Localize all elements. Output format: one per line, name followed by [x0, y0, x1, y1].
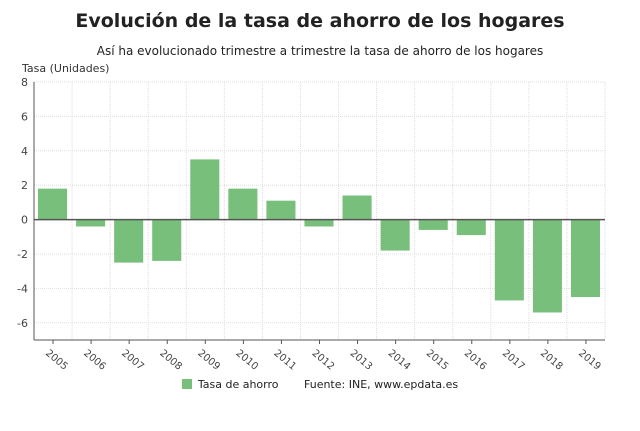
y-tick-label: 4: [21, 145, 28, 158]
chart-subtitle: Así ha evolucionado trimestre a trimestr…: [96, 44, 544, 58]
y-tick-label: 8: [21, 76, 28, 89]
x-tick-label: 2010: [233, 348, 260, 373]
y-tick-label: -6: [17, 317, 28, 330]
bar-2011: [266, 200, 296, 220]
bar-2018: [532, 219, 562, 313]
bar-2006: [76, 219, 106, 227]
x-tick-label: 2007: [119, 348, 146, 373]
y-tick-label: -4: [17, 282, 28, 295]
y-axis-label: Tasa (Unidades): [22, 62, 110, 75]
bar-2017: [494, 219, 524, 301]
chart-title: Evolución de la tasa de ahorro de los ho…: [75, 10, 565, 32]
bar-2007: [114, 219, 144, 263]
source-note: Fuente: INE, www.epdata.es: [304, 378, 459, 391]
bar-2010: [228, 188, 258, 220]
y-tick-label: 0: [21, 214, 28, 227]
y-tick-label: -2: [17, 248, 28, 261]
legend-swatch: [181, 379, 192, 389]
x-tick-label: 2008: [157, 348, 184, 373]
bar-2009: [190, 159, 220, 220]
bar-2012: [304, 219, 334, 227]
x-tick-label: 2017: [500, 348, 527, 373]
y-tick-label: 6: [21, 110, 28, 123]
x-tick-label: 2012: [310, 348, 337, 373]
x-tick-label: 2016: [462, 348, 489, 373]
bar-2019: [570, 219, 600, 297]
bar-2005: [38, 188, 68, 220]
bar-2014: [380, 219, 410, 251]
bar-2008: [152, 219, 182, 261]
x-tick-label: 2005: [43, 348, 70, 373]
x-tick-label: 2015: [424, 348, 451, 373]
x-tick-label: 2018: [538, 348, 565, 373]
x-tick-label: 2014: [386, 348, 413, 373]
x-tick-label: 2009: [195, 348, 222, 373]
x-tick-label: 2011: [272, 348, 299, 373]
bar-2013: [342, 195, 372, 220]
legend-label: Tasa de ahorro: [197, 378, 279, 391]
x-tick-label: 2006: [81, 348, 108, 373]
x-tick-label: 2013: [348, 348, 375, 373]
x-tick-label: 2019: [576, 348, 603, 373]
bar-2016: [456, 219, 486, 236]
y-tick-label: 2: [21, 179, 28, 192]
bar-2015: [418, 219, 448, 230]
legend: Tasa de ahorro Fuente: INE, www.epdata.e…: [0, 378, 640, 391]
